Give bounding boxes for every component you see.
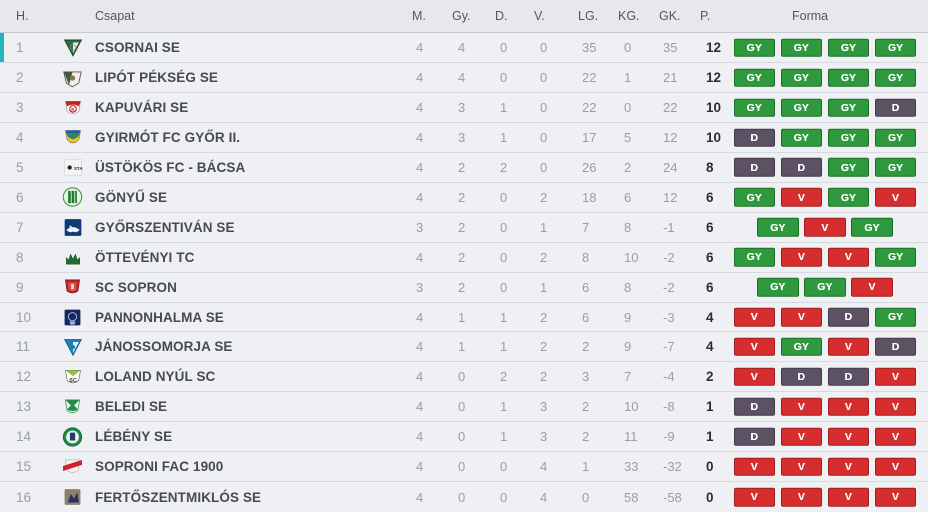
- svg-text:K: K: [71, 107, 75, 113]
- svg-text:STAR: STAR: [73, 166, 82, 171]
- svg-text:SC: SC: [69, 378, 77, 384]
